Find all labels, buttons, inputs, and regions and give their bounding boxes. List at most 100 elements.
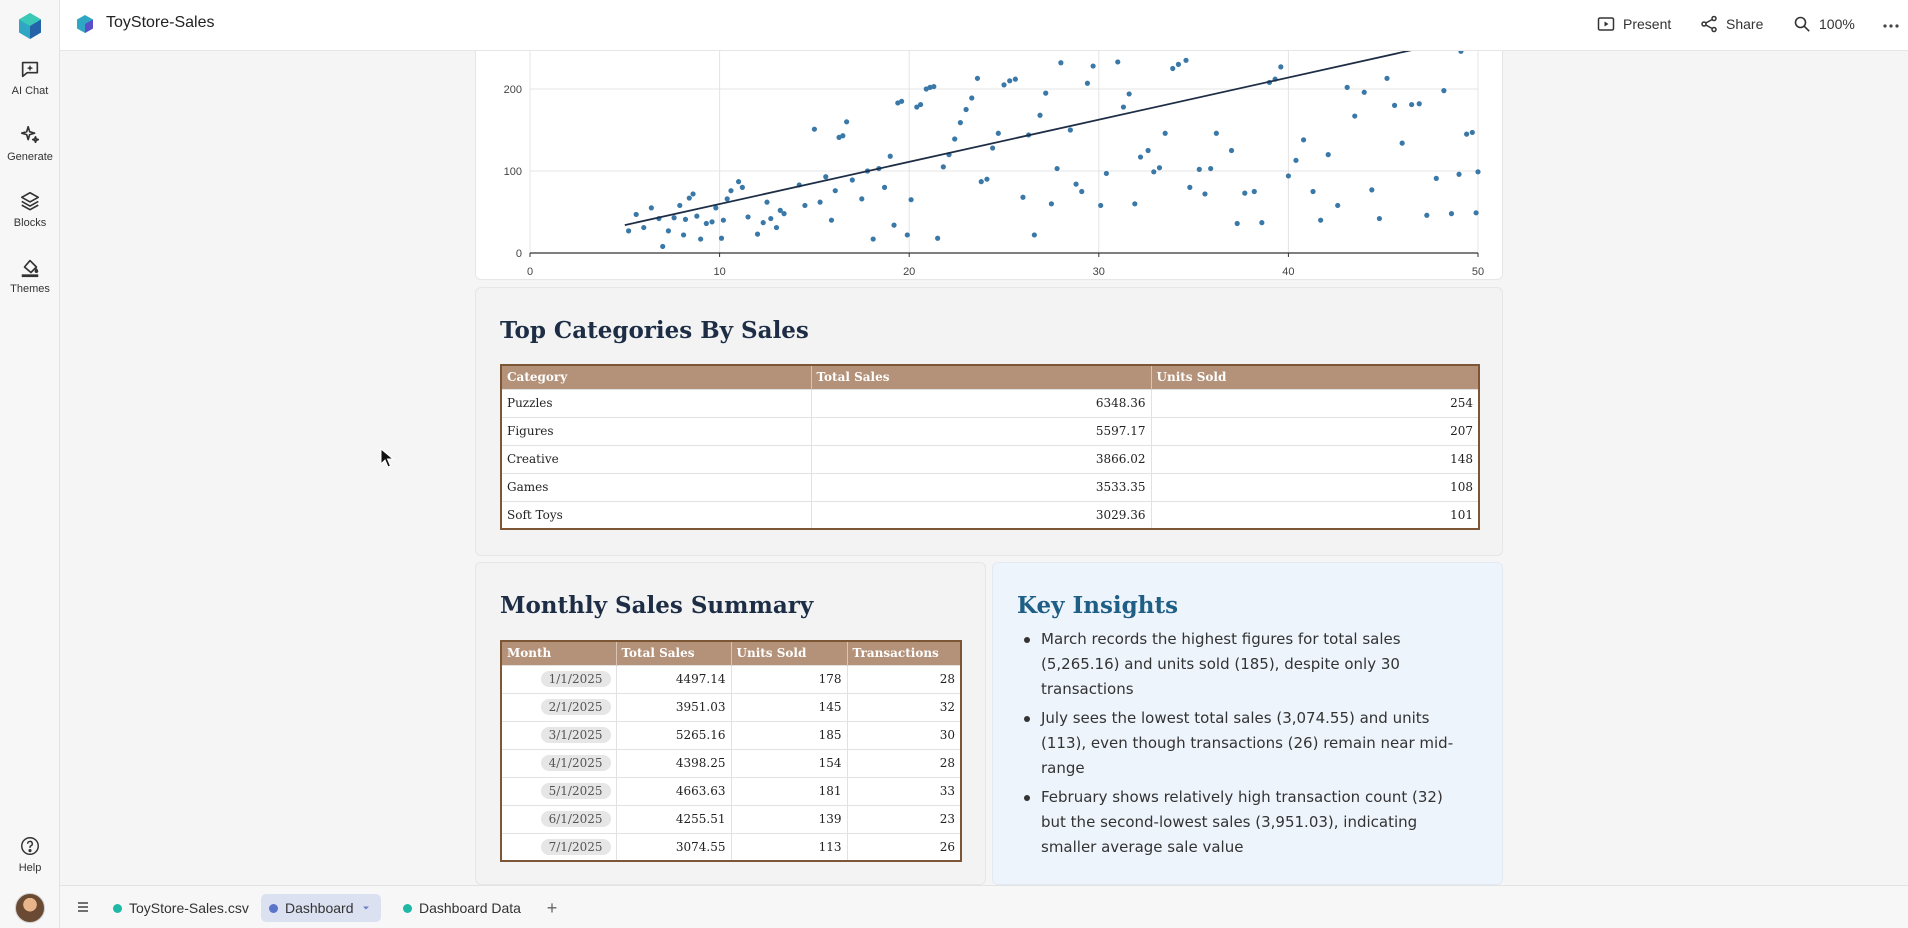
scatter-point	[1001, 82, 1007, 88]
col-month: Month	[501, 641, 617, 665]
col-units-sold: Units Sold	[1151, 365, 1480, 389]
scatter-point	[665, 228, 672, 234]
scatter-point	[1007, 78, 1013, 84]
category-cell: Puzzles	[501, 388, 812, 417]
rail-generate-label: Generate	[7, 151, 53, 163]
zoom-label: 100%	[1819, 16, 1855, 32]
col-units-sold: Units Sold	[731, 641, 848, 665]
rail-help[interactable]: Help	[0, 835, 60, 874]
table-row[interactable]: Games 3533.35 108	[501, 472, 1480, 501]
monthly-summary-table: Month Total Sales Units Sold Transaction…	[500, 640, 962, 862]
scatter-point	[1424, 212, 1430, 218]
units-sold-cell: 254	[1151, 388, 1480, 417]
share-label: Share	[1726, 16, 1764, 32]
rail-help-label: Help	[18, 862, 42, 874]
scatter-point	[904, 232, 910, 238]
scatter-point	[1048, 201, 1054, 207]
scatter-point	[1103, 170, 1109, 177]
scatter-point	[690, 191, 696, 197]
transactions-cell: 23	[847, 804, 962, 833]
top-categories-card[interactable]: Top Categories By Sales Category Total S…	[475, 287, 1503, 556]
total-sales-cell: 4398.25	[616, 748, 732, 777]
date-pill: 5/1/2025	[540, 783, 611, 799]
units-sold-cell: 113	[731, 832, 848, 861]
x-tick-label: 50	[1472, 266, 1484, 278]
share-button[interactable]: Share	[1700, 15, 1763, 33]
sheet-tab-label: Dashboard	[285, 900, 354, 916]
month-cell: 4/1/2025	[501, 748, 617, 777]
scatter-point	[1043, 90, 1049, 96]
scatter-point	[686, 195, 692, 201]
sheet-tab-dashboard-data[interactable]: Dashboard Data	[395, 894, 531, 922]
table-row[interactable]: 6/1/2025 4255.51 139 23	[501, 804, 962, 833]
table-row[interactable]: 7/1/2025 3074.55 113 26	[501, 832, 962, 861]
present-label: Present	[1623, 16, 1672, 32]
scatter-point	[1037, 112, 1043, 118]
app-logo-icon[interactable]	[18, 12, 42, 40]
total-sales-cell: 3074.55	[616, 832, 732, 861]
document-title[interactable]: ToyStore-Sales	[106, 14, 215, 31]
scatter-point	[1441, 88, 1447, 94]
avatar[interactable]	[15, 893, 45, 923]
rail-ai-chat-label: AI Chat	[11, 85, 49, 97]
rail-blocks[interactable]: Blocks	[0, 190, 60, 229]
scatter-point	[1175, 61, 1182, 67]
zoom-control[interactable]: 100%	[1793, 15, 1855, 33]
key-insights-card[interactable]: Key Insights March records the highest f…	[992, 562, 1503, 885]
rail-ai-chat[interactable]: AI Chat	[0, 58, 60, 97]
scatter-point	[1126, 91, 1132, 97]
workbook-icon	[77, 15, 93, 33]
sheet-dot-icon	[113, 903, 122, 913]
table-row[interactable]: Creative 3866.02 148	[501, 444, 1480, 473]
scatter-point	[768, 215, 774, 222]
scatter-point	[1132, 201, 1138, 207]
monthly-summary-card[interactable]: Monthly Sales Summary Month Total Sales …	[475, 562, 986, 885]
rail-generate[interactable]: Generate	[0, 124, 60, 163]
scatter-point	[995, 130, 1001, 136]
scatter-point	[1325, 152, 1331, 158]
table-row[interactable]: Soft Toys 3029.36 101	[501, 500, 1480, 529]
rail-themes[interactable]: Themes	[0, 256, 60, 295]
table-row[interactable]: 2/1/2025 3951.03 145 32	[501, 692, 962, 721]
table-row[interactable]: 1/1/2025 4497.14 178 28	[501, 664, 962, 693]
help-icon	[21, 837, 39, 855]
scatter-point	[1187, 184, 1193, 190]
scatter-point	[660, 243, 666, 250]
more-options-icon[interactable]	[1882, 17, 1900, 35]
table-row[interactable]: 5/1/2025 4663.63 181 33	[501, 776, 962, 805]
scatter-point	[1151, 169, 1157, 175]
scatter-point	[840, 133, 846, 139]
category-cell: Figures	[501, 416, 812, 445]
table-row[interactable]: 4/1/2025 4398.25 154 28	[501, 748, 962, 777]
scatter-point	[1318, 217, 1324, 223]
present-button[interactable]: Present	[1597, 15, 1671, 33]
scatter-point	[891, 222, 897, 228]
table-row[interactable]: Figures 5597.17 207	[501, 416, 1480, 445]
scatter-point	[1031, 232, 1037, 238]
chevron-down-icon[interactable]	[361, 903, 371, 913]
date-pill: 2/1/2025	[540, 699, 611, 715]
top-categories-table: Category Total Sales Units Sold Puzzles 6…	[500, 364, 1480, 530]
scatter-point	[1058, 60, 1064, 66]
add-sheet-button[interactable]: +	[546, 898, 558, 918]
table-row[interactable]: 3/1/2025 5265.16 185 30	[501, 720, 962, 749]
units-sold-cell: 207	[1151, 416, 1480, 445]
units-sold-cell: 181	[731, 776, 848, 805]
scatter-chart-card[interactable]: 010203040500100200Unit Price	[475, 51, 1503, 302]
sparkle-icon	[20, 125, 40, 144]
sheet-tab-label: ToyStore-Sales.csv	[129, 900, 249, 916]
scatter-point	[1456, 171, 1462, 177]
scatter-point	[739, 184, 745, 190]
table-row[interactable]: Puzzles 6348.36 254	[501, 388, 1480, 417]
units-sold-cell: 145	[731, 692, 848, 721]
scatter-point	[931, 83, 937, 90]
sheet-tab-dashboard[interactable]: Dashboard	[261, 894, 381, 922]
sheet-tab-csv[interactable]: ToyStore-Sales.csv	[105, 894, 259, 922]
scatter-point	[760, 220, 766, 226]
scatter-point	[677, 202, 683, 209]
scatter-point	[1475, 169, 1481, 175]
scatter-point	[1120, 104, 1127, 110]
scatter-point	[1344, 84, 1350, 90]
scatter-point	[1278, 64, 1284, 70]
menu-icon[interactable]	[74, 898, 92, 916]
